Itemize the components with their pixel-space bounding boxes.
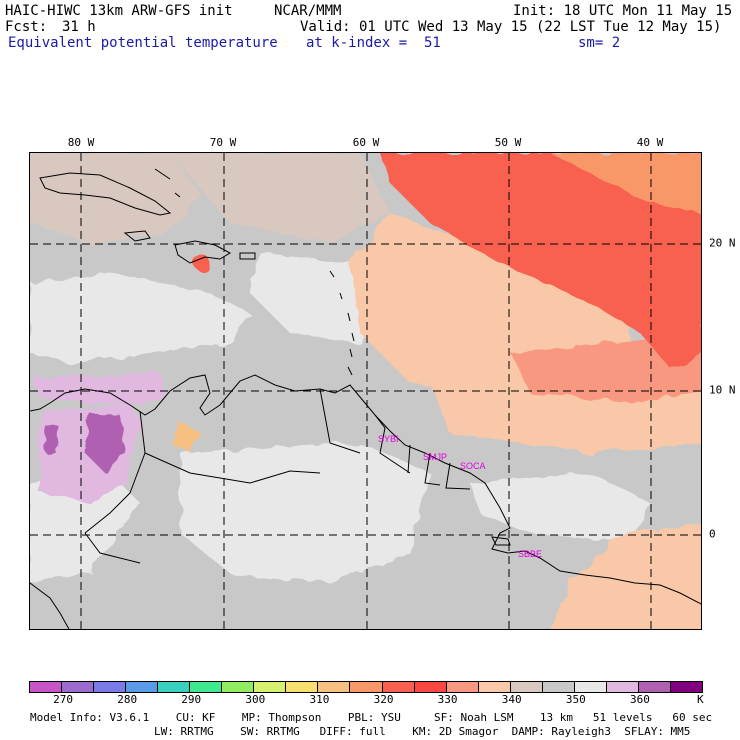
colorbar-cell (157, 681, 191, 693)
colorbar-cell (349, 681, 383, 693)
colorbar-cell (669, 681, 703, 693)
field-warm-plume (380, 153, 701, 368)
puerto-rico-coast (239, 252, 256, 260)
map-panel: SYBI SMJP SOCA SBBE (29, 152, 702, 630)
country-borders (84, 388, 471, 564)
smoothing-label: sm= 2 (578, 35, 621, 51)
grid-lines (30, 153, 701, 629)
station-label-sbbe: SBBE (518, 549, 542, 559)
colorbar-label: 280 (117, 693, 138, 706)
lon-label-70w: 70 W (209, 136, 237, 149)
forecast-hour: 31 h (62, 19, 96, 35)
center-label: NCAR/MMM (274, 3, 342, 19)
colorbar-cell (317, 681, 351, 693)
lat-label-10n: 10 N (709, 383, 736, 397)
colorbar-cell (125, 681, 159, 693)
colorbar-cell (541, 681, 575, 693)
colorbar-label: 300 (245, 693, 266, 706)
field-peach-se (550, 523, 701, 629)
field-warm-ne (550, 153, 701, 213)
field-beige-nw (30, 153, 200, 243)
colorbar-label: 320 (373, 693, 394, 706)
lat-label-0: 0 (709, 527, 716, 541)
lon-label-60w: 60 W (352, 136, 380, 149)
colorbar-cell (285, 681, 319, 693)
field-beige-north (170, 153, 390, 243)
lon-label-80w: 80 W (67, 136, 95, 149)
field-warm-spot-hispaniola (194, 255, 210, 271)
valid-time: Valid: 01 UTC Wed 13 May 15 (22 LST Tue … (300, 19, 722, 35)
colorbar-cell (445, 681, 479, 693)
colorbar-cell (637, 681, 671, 693)
init-time: Init: 18 UTC Mon 11 May 15 (513, 3, 733, 19)
field-name: Equivalent potential temperature (8, 35, 278, 51)
colorbar-cell (477, 681, 511, 693)
colorbar-cell (509, 681, 543, 693)
physics-info-line: LW: RRTMG SW: RRTMG DIFF: full KM: 2D Sm… (154, 725, 691, 738)
model-title: HAIC-HIWC 13km ARW-GFS init (5, 3, 233, 19)
colorbar-label: 350 (565, 693, 586, 706)
colorbar-cell (189, 681, 223, 693)
station-label-smjp: SMJP (423, 452, 447, 462)
colorbar-cell (573, 681, 607, 693)
coastlines (30, 168, 701, 629)
bahamas-coast (154, 168, 181, 198)
colorbar-cell (61, 681, 95, 693)
colorbar-cell (381, 681, 415, 693)
station-label-sybi: SYBI (378, 434, 399, 444)
lesser-antilles (329, 270, 355, 376)
colorbar (29, 681, 703, 693)
marajo-island (491, 536, 511, 546)
jamaica-coast (123, 230, 151, 242)
south-america-coast (30, 374, 701, 605)
field-purple-west (45, 425, 58, 453)
forecast-label: Fcst: (5, 19, 48, 35)
lat-label-20n: 20 N (709, 236, 736, 250)
station-label-soca: SOCA (460, 461, 486, 471)
cuba-coast (39, 172, 172, 216)
colorbar-cell (93, 681, 127, 693)
colorbar-label: 330 (437, 693, 458, 706)
pacific-coast (30, 582, 70, 629)
map-canvas: SYBI SMJP SOCA SBBE (30, 153, 701, 629)
colorbar-cell (253, 681, 287, 693)
level-index: at k-index = 51 (306, 35, 441, 51)
colorbar-cell (413, 681, 447, 693)
field-lavender-north (35, 373, 165, 403)
colorbar-label: 310 (309, 693, 330, 706)
colorbar-label: 270 (53, 693, 73, 706)
colorbar-cell (605, 681, 639, 693)
field-salmon (510, 333, 701, 403)
hispaniola-coast (174, 240, 232, 264)
colorbar-label: 340 (501, 693, 522, 706)
colorbar-unit: K (697, 693, 704, 706)
colorbar-cell (29, 681, 63, 693)
field-light-caribbean (30, 273, 250, 363)
colorbar-label: 360 (629, 693, 650, 706)
field-light-equatorial (470, 473, 650, 543)
field-purple-core (85, 413, 125, 473)
lon-label-50w: 50 W (494, 136, 522, 149)
lon-label-40w: 40 W (636, 136, 664, 149)
field-warm-spot-coast (170, 423, 200, 453)
colorbar-label: 290 (181, 693, 202, 706)
colorbar-cell (221, 681, 255, 693)
model-info-line: Model Info: V3.6.1 CU: KF MP: Thompson P… (30, 711, 713, 724)
